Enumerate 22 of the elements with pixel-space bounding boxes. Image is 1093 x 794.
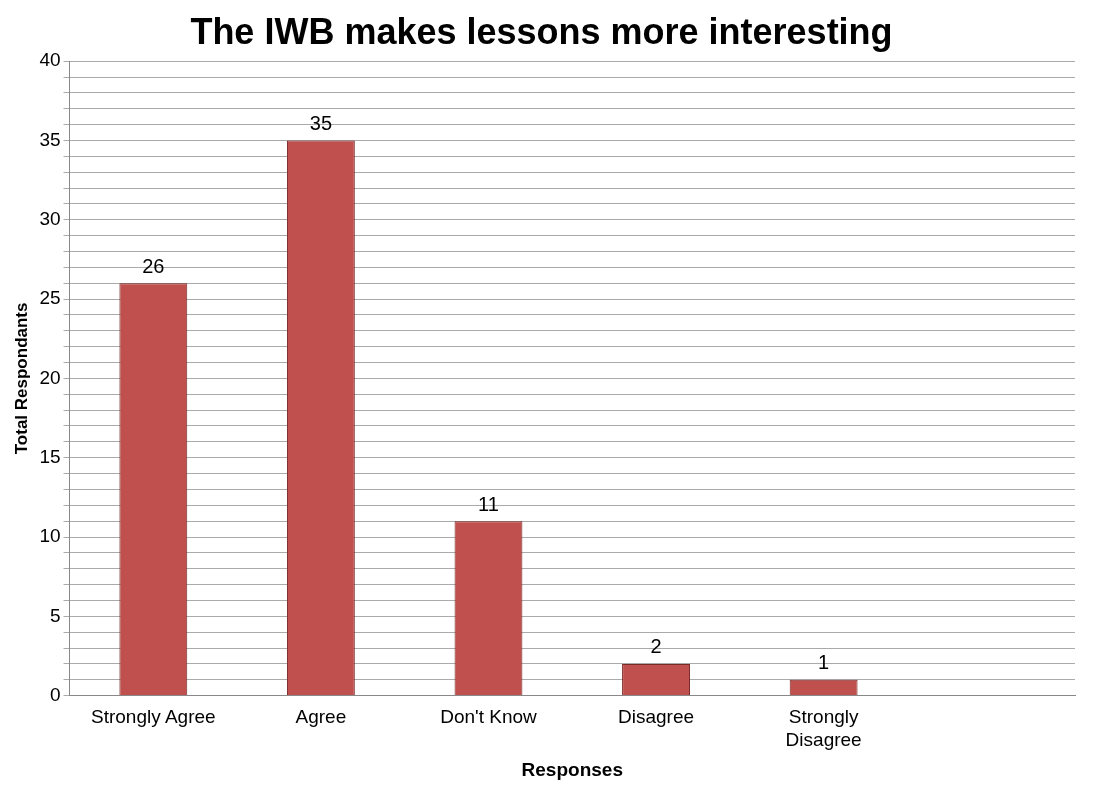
y-tick-label: 40 bbox=[39, 49, 61, 71]
y-tick-label: 20 bbox=[39, 366, 61, 388]
y-tick-label: 5 bbox=[49, 604, 61, 626]
data-label: 1 bbox=[818, 651, 830, 674]
y-tick-label: 0 bbox=[49, 683, 61, 705]
y-tick-label: 30 bbox=[39, 208, 61, 230]
x-tick-label: Strongly Disagree bbox=[785, 706, 862, 751]
data-label: 2 bbox=[650, 635, 662, 658]
x-tick-label: Strongly Agree bbox=[91, 706, 216, 728]
x-axis-title: Responses bbox=[521, 758, 623, 780]
y-tick-label: 25 bbox=[39, 287, 61, 309]
data-label: 11 bbox=[478, 492, 499, 515]
x-tick-label: Don't Know bbox=[440, 706, 538, 728]
y-axis-title: Total Respondants bbox=[11, 302, 31, 455]
x-tick-label: Agree bbox=[295, 706, 347, 728]
y-tick-label: 35 bbox=[39, 128, 61, 150]
y-tick-label: 15 bbox=[39, 445, 61, 467]
data-label: 35 bbox=[309, 112, 333, 135]
y-tick-label: 10 bbox=[39, 525, 61, 547]
data-label: 26 bbox=[142, 254, 165, 277]
x-tick-label: Disagree bbox=[618, 706, 695, 728]
chart-title: The IWB makes lessons more interesting bbox=[190, 10, 893, 52]
